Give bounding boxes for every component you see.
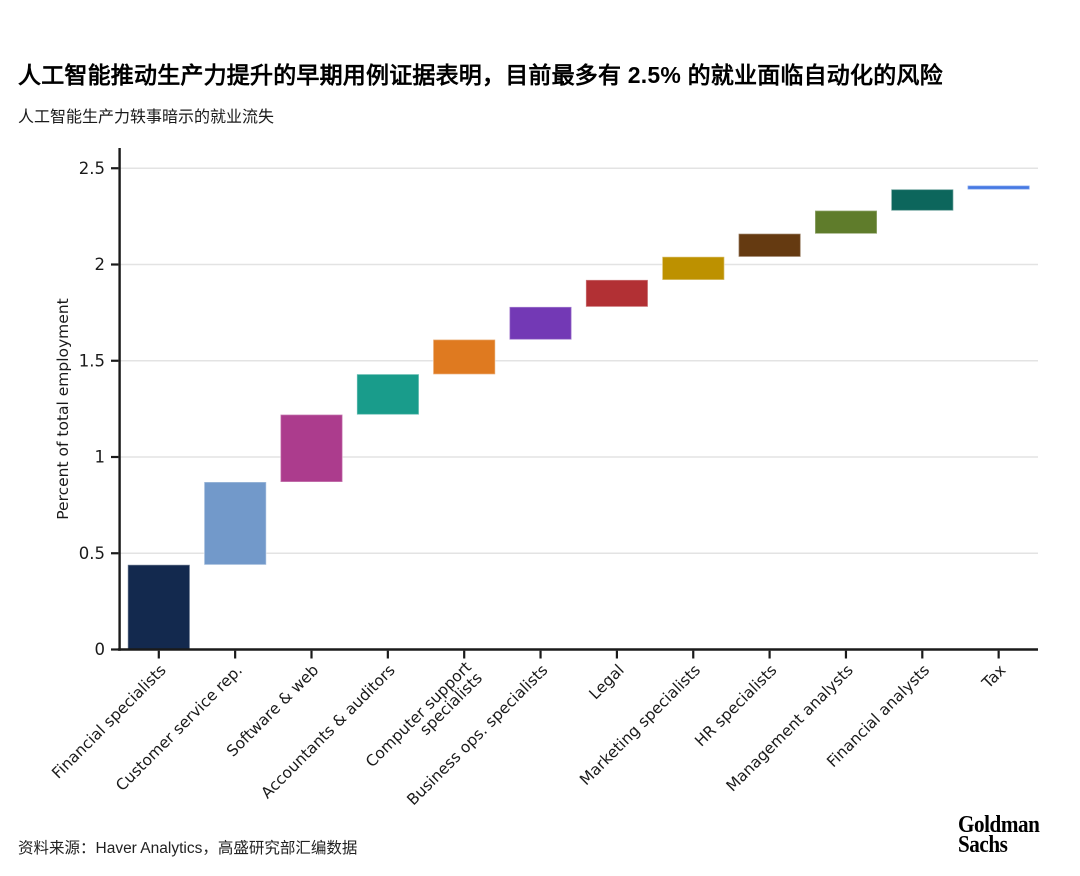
waterfall-bar xyxy=(356,373,420,416)
chart-subtitle: 人工智能生产力轶事暗示的就业流失 xyxy=(18,109,275,126)
y-tick-label: 0 xyxy=(95,640,106,659)
waterfall-bar xyxy=(508,306,573,341)
waterfall-bar xyxy=(661,256,725,281)
y-tick-label: 1 xyxy=(95,448,106,467)
waterfall-bar xyxy=(203,481,267,566)
waterfall-bar xyxy=(127,564,191,651)
x-tick-label: Accountants & auditors xyxy=(258,661,399,802)
goldman-sachs-logo: Goldman Sachs xyxy=(958,812,1055,858)
waterfall-bar xyxy=(966,184,1031,191)
logo-line-2: Sachs xyxy=(958,832,1008,858)
y-tick-label: 0.5 xyxy=(79,544,105,563)
y-tick-label: 1.5 xyxy=(79,351,105,370)
waterfall-bar xyxy=(890,188,954,212)
waterfall-bar xyxy=(585,279,649,308)
y-axis-title: Percent of total employment xyxy=(54,298,72,519)
y-tick-label: 2.5 xyxy=(79,159,105,178)
x-tick-label: Tax xyxy=(978,661,1010,693)
waterfall-bar xyxy=(279,413,344,483)
y-tick-label: 2 xyxy=(95,255,106,274)
waterfall-bar xyxy=(432,338,496,376)
waterfall-bar xyxy=(814,209,878,235)
chart-title: 人工智能推动生产力提升的早期用例证据表明，目前最多有 2.5% 的就业面临自动化… xyxy=(18,62,943,88)
waterfall-bar xyxy=(737,232,802,258)
x-tick-label: Customer service rep. xyxy=(112,661,246,795)
x-tick-label: Management analysts xyxy=(723,661,857,795)
x-tick-label: Legal xyxy=(586,661,628,703)
source-note: 资料来源：Haver Analytics，高盛研究部汇编数据 xyxy=(18,840,358,857)
logo-line-1: Goldman xyxy=(958,812,1040,838)
